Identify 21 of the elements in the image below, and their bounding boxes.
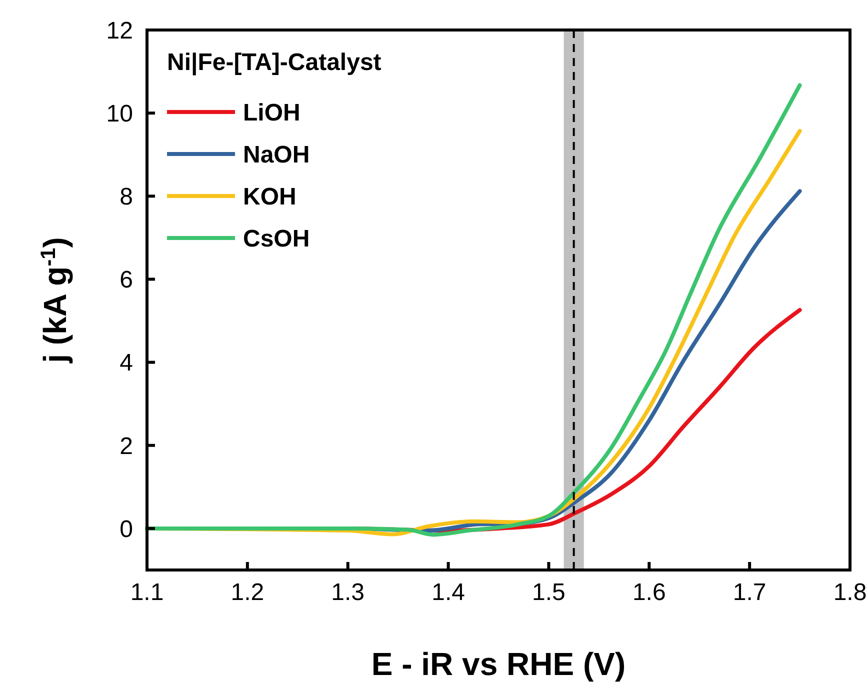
legend-label: LiOH bbox=[243, 99, 300, 126]
y-tick-label: 4 bbox=[120, 350, 133, 377]
x-tick-label: 1.5 bbox=[532, 579, 566, 606]
legend-label: CsOH bbox=[243, 225, 310, 252]
y-tick-label: 8 bbox=[120, 184, 133, 211]
y-tick-label: 2 bbox=[120, 432, 133, 460]
y-tick-label: 10 bbox=[106, 100, 133, 128]
x-tick-label: 1.2 bbox=[230, 579, 264, 606]
legend-title: Ni|Fe-[TA]-Catalyst bbox=[167, 49, 382, 76]
x-tick-label: 1.1 bbox=[130, 579, 164, 606]
x-tick-label: 1.3 bbox=[331, 579, 365, 606]
legend-label: NaOH bbox=[243, 141, 310, 168]
x-tick-label: 1.4 bbox=[432, 579, 465, 606]
x-tick-label: 1.8 bbox=[833, 579, 867, 606]
y-tick-label: 12 bbox=[106, 17, 133, 44]
legend-label: KOH bbox=[243, 183, 296, 210]
y-tick-label: 0 bbox=[120, 516, 133, 543]
x-tick-label: 1.6 bbox=[632, 579, 666, 606]
x-axis-title: E - iR vs RHE (V) bbox=[371, 646, 626, 682]
y-tick-label: 6 bbox=[120, 266, 133, 294]
x-tick-label: 1.7 bbox=[732, 579, 766, 606]
